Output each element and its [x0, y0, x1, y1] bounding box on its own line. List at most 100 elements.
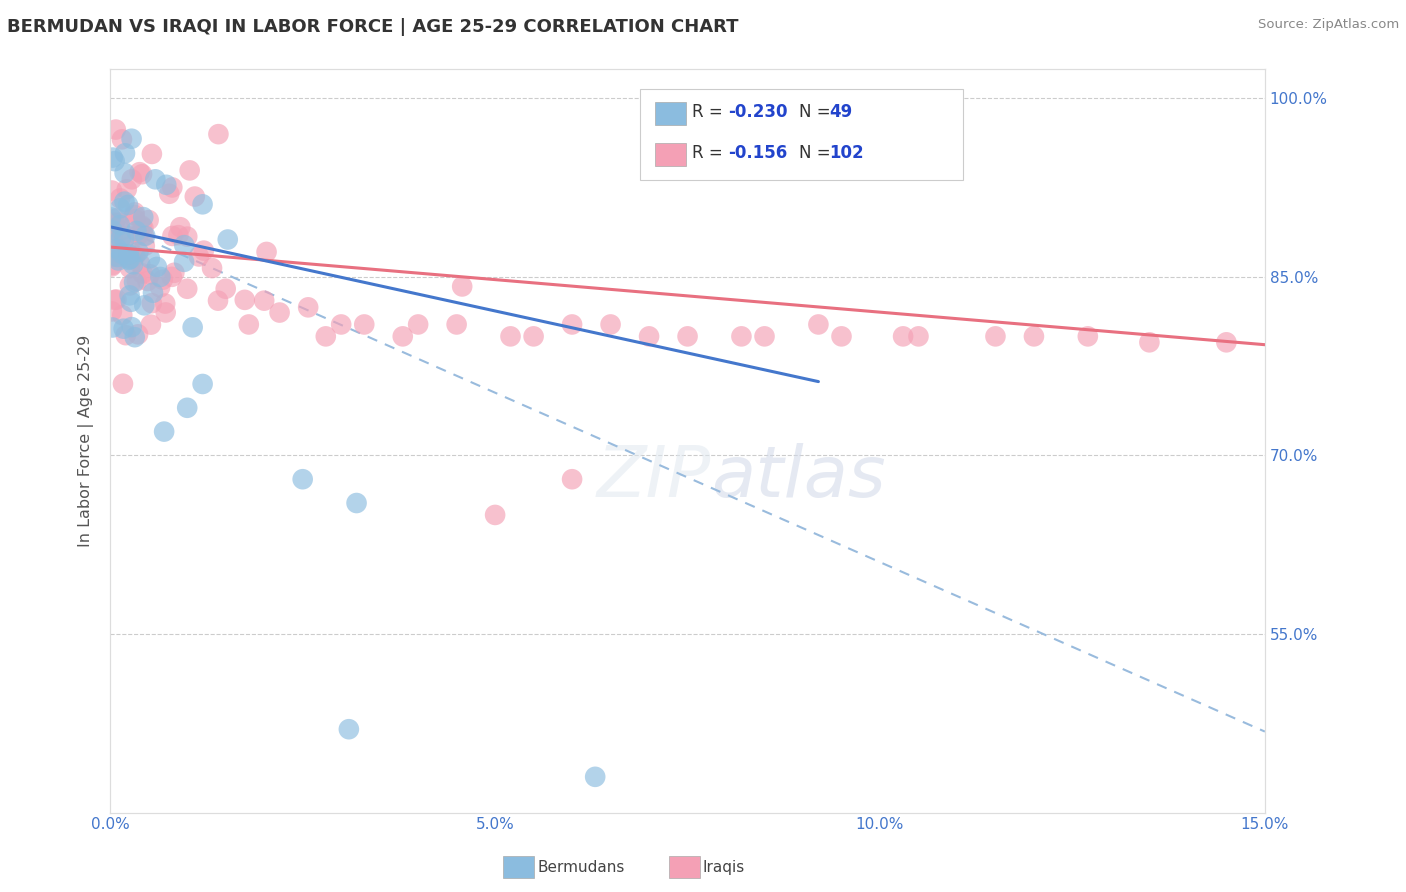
- Point: [107, 246, 129, 260]
- Point: [101, 223, 124, 237]
- Point: [108, 202, 131, 216]
- Point: [561, 472, 583, 486]
- Text: atlas: atlas: [710, 443, 886, 512]
- Point: [132, 210, 155, 224]
- Point: [103, 229, 125, 244]
- Point: [131, 219, 153, 233]
- Point: [107, 242, 129, 256]
- Point: [181, 320, 204, 334]
- Point: [125, 224, 148, 238]
- Point: [169, 220, 191, 235]
- Point: [141, 296, 163, 310]
- Point: [256, 244, 278, 259]
- Point: [184, 189, 207, 203]
- Point: [121, 320, 143, 334]
- Point: [104, 122, 127, 136]
- Point: [101, 151, 124, 165]
- Point: [353, 318, 375, 332]
- Point: [891, 329, 914, 343]
- Point: [112, 321, 135, 335]
- Point: [176, 282, 198, 296]
- Point: [122, 275, 145, 289]
- Point: [124, 208, 146, 222]
- Point: [107, 216, 129, 230]
- Point: [121, 172, 143, 186]
- Point: [124, 212, 146, 227]
- Point: [110, 224, 132, 238]
- Point: [132, 228, 155, 243]
- Point: [107, 253, 129, 268]
- Point: [984, 329, 1007, 343]
- Point: [104, 154, 127, 169]
- Text: Bermudans: Bermudans: [537, 860, 624, 874]
- Point: [104, 216, 127, 230]
- Point: [1215, 335, 1237, 350]
- Point: [155, 178, 177, 192]
- Point: [253, 293, 276, 308]
- Point: [291, 472, 314, 486]
- Point: [146, 260, 169, 274]
- Point: [163, 266, 186, 280]
- Point: [117, 229, 139, 244]
- Point: [117, 198, 139, 212]
- Point: [238, 318, 260, 332]
- Point: [122, 252, 145, 266]
- Point: [754, 329, 776, 343]
- Point: [193, 244, 215, 258]
- Point: [112, 232, 135, 246]
- Point: [100, 260, 122, 274]
- Point: [118, 252, 141, 267]
- Point: [907, 329, 929, 343]
- Point: [583, 770, 606, 784]
- Point: [139, 318, 162, 332]
- Point: [523, 329, 546, 343]
- Y-axis label: In Labor Force | Age 25-29: In Labor Force | Age 25-29: [79, 334, 94, 547]
- Text: BERMUDAN VS IRAQI IN LABOR FORCE | AGE 25-29 CORRELATION CHART: BERMUDAN VS IRAQI IN LABOR FORCE | AGE 2…: [7, 18, 738, 36]
- Point: [207, 293, 229, 308]
- Text: R =: R =: [692, 103, 728, 121]
- Point: [121, 132, 143, 146]
- Point: [134, 239, 156, 253]
- Point: [125, 274, 148, 288]
- Point: [104, 293, 127, 307]
- Point: [120, 252, 142, 266]
- Point: [346, 496, 368, 510]
- Point: [187, 250, 209, 264]
- Point: [269, 305, 291, 319]
- Point: [127, 327, 149, 342]
- Point: [451, 279, 474, 293]
- Point: [132, 220, 155, 235]
- Point: [1077, 329, 1099, 343]
- Point: [127, 228, 149, 243]
- Point: [176, 229, 198, 244]
- Point: [122, 257, 145, 271]
- Point: [134, 298, 156, 312]
- Point: [484, 508, 506, 522]
- Point: [217, 233, 239, 247]
- Point: [191, 376, 214, 391]
- Point: [128, 165, 150, 179]
- Point: [153, 425, 176, 439]
- Point: [152, 273, 174, 287]
- Point: [131, 267, 153, 281]
- Point: [176, 401, 198, 415]
- Point: [1139, 335, 1161, 350]
- Point: [111, 376, 134, 391]
- Point: [173, 238, 195, 252]
- Point: [105, 211, 128, 226]
- Point: [118, 261, 141, 276]
- Point: [155, 296, 177, 310]
- Point: [114, 328, 136, 343]
- Text: ZIP: ZIP: [596, 443, 710, 512]
- Text: N =: N =: [799, 145, 835, 162]
- Point: [115, 182, 138, 196]
- Point: [155, 305, 177, 319]
- Point: [118, 247, 141, 261]
- Point: [160, 269, 183, 284]
- Point: [157, 186, 180, 201]
- Point: [131, 167, 153, 181]
- Point: [115, 251, 138, 265]
- Point: [215, 282, 238, 296]
- Text: -0.230: -0.230: [728, 103, 787, 121]
- Text: Source: ZipAtlas.com: Source: ZipAtlas.com: [1258, 18, 1399, 31]
